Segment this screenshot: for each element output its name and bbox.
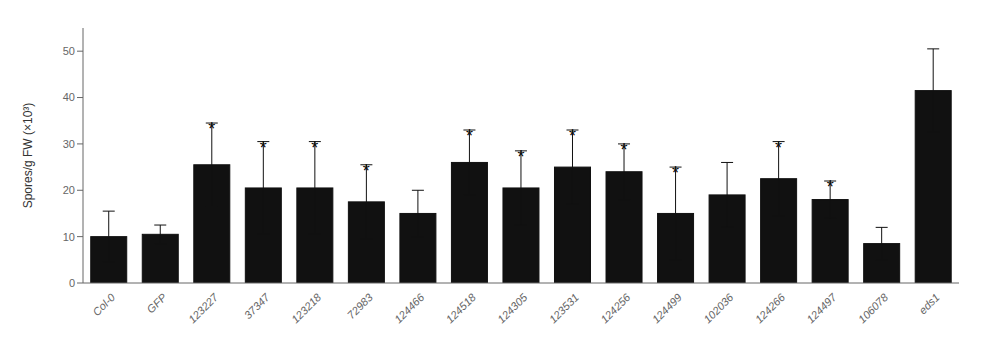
svg-text:Col-0: Col-0 (90, 290, 118, 318)
svg-text:20: 20 (63, 184, 75, 196)
svg-text:40: 40 (63, 91, 75, 103)
svg-text:124466: 124466 (392, 290, 427, 325)
svg-text:124266: 124266 (753, 290, 788, 325)
svg-text:102036: 102036 (701, 290, 736, 325)
svg-text:124499: 124499 (650, 291, 684, 325)
svg-text:124305: 124305 (495, 290, 530, 325)
svg-text:123218: 123218 (289, 290, 324, 325)
svg-text:124497: 124497 (804, 290, 839, 325)
svg-text:eds1: eds1 (916, 291, 941, 316)
svg-text:GFP: GFP (144, 291, 169, 316)
svg-text:50: 50 (63, 45, 75, 57)
svg-text:30: 30 (63, 138, 75, 150)
svg-text:72983: 72983 (345, 290, 376, 321)
svg-text:106078: 106078 (856, 290, 891, 325)
svg-text:0: 0 (69, 277, 75, 289)
svg-text:123227: 123227 (186, 290, 221, 325)
svg-text:124256: 124256 (598, 290, 633, 325)
svg-text:37347: 37347 (242, 290, 273, 321)
svg-text:124518: 124518 (444, 290, 479, 325)
svg-text:10: 10 (63, 231, 75, 243)
svg-text:123531: 123531 (547, 291, 581, 325)
svg-text:Spores/g FW (×10³): Spores/g FW (×10³) (21, 103, 35, 209)
